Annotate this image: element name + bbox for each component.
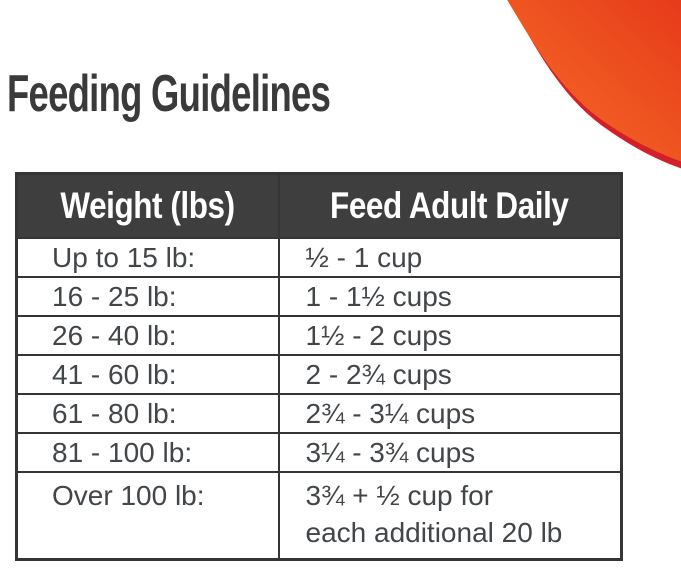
table-row: 26 - 40 lb: 1½ - 2 cups — [15, 314, 623, 356]
column-header-feed: Feed Adult Daily — [277, 172, 623, 239]
feed-amount-value: 3¾ + ½ cup for each additional 20 lb — [277, 470, 623, 561]
table-row: 41 - 60 lb: 2 - 2¾ cups — [15, 353, 623, 395]
column-header-weight: Weight (lbs) — [15, 172, 280, 239]
page-title: Feeding Guidelines — [7, 65, 331, 123]
table-row: 81 - 100 lb: 3¼ - 3¾ cups — [15, 431, 623, 473]
table-row: 16 - 25 lb: 1 - 1½ cups — [15, 275, 623, 317]
weight-range-value: 26 - 40 lb: — [15, 314, 280, 356]
table-row: Over 100 lb: 3¾ + ½ cup for each additio… — [15, 470, 623, 561]
column-header-feed-label: Feed Adult Daily — [330, 184, 570, 226]
table-row: 61 - 80 lb: 2¾ - 3¼ cups — [15, 392, 623, 434]
swoosh-rim-shape — [509, 0, 681, 169]
weight-range-value: Over 100 lb: — [15, 470, 280, 561]
column-header-weight-label: Weight (lbs) — [60, 184, 236, 226]
swoosh-main-shape — [507, 0, 681, 162]
feeding-guidelines-table: Weight (lbs) Feed Adult Daily Up to 15 l… — [15, 172, 623, 561]
table-row: Up to 15 lb: ½ - 1 cup — [15, 236, 623, 278]
feed-amount-value: 1½ - 2 cups — [277, 314, 623, 356]
table-header-row: Weight (lbs) Feed Adult Daily — [15, 172, 623, 239]
weight-range-value: 81 - 100 lb: — [15, 431, 280, 473]
feed-amount-value: ½ - 1 cup — [277, 236, 623, 278]
weight-range-value: 16 - 25 lb: — [15, 275, 280, 317]
weight-range-value: Up to 15 lb: — [15, 236, 280, 278]
feed-amount-value: 1 - 1½ cups — [277, 275, 623, 317]
feed-amount-value: 2¾ - 3¼ cups — [277, 392, 623, 434]
feed-amount-value: 3¼ - 3¾ cups — [277, 431, 623, 473]
orange-swoosh-decoration — [507, 0, 681, 169]
weight-range-value: 41 - 60 lb: — [15, 353, 280, 395]
weight-range-value: 61 - 80 lb: — [15, 392, 280, 434]
feed-amount-value: 2 - 2¾ cups — [277, 353, 623, 395]
